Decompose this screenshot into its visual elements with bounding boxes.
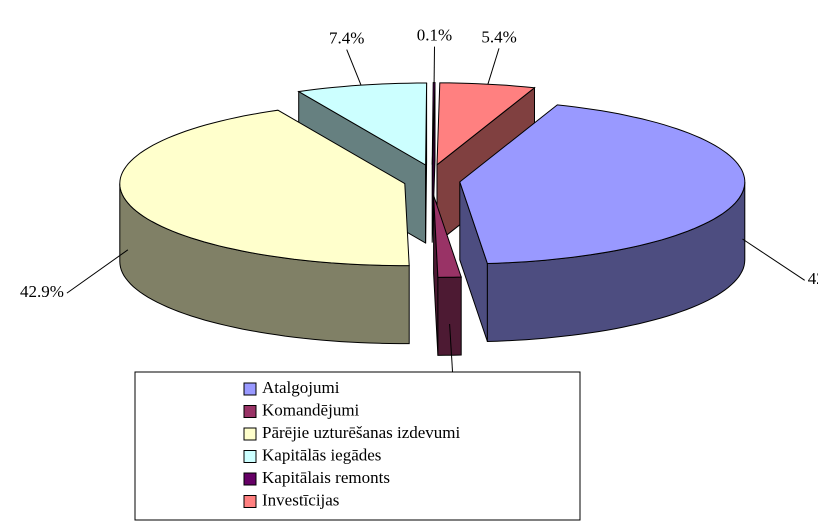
slice [119,109,410,345]
leader-line [742,238,805,281]
legend-label: Atalgojumi [262,378,340,397]
data-label: 0.1% [417,25,452,44]
leader-line [66,249,129,294]
data-label: 42.9% [20,282,64,301]
slice-top [433,195,462,278]
legend-label: Komandējumi [262,400,360,419]
legend-box [134,371,581,521]
leader-line [346,49,362,86]
pie [119,82,746,356]
legend-swatch [243,382,257,396]
legend-label: Kapitālais remonts [262,468,390,487]
slice [431,82,436,243]
legend-swatch [243,450,257,463]
slice [433,195,462,356]
legend-swatch [243,495,257,508]
legend: Atalgojumi Komandējumi Pārējie uzturēšanas… [243,378,461,509]
data-label: 7.4% [329,28,364,47]
legend-label: Kapitālās iegādes [262,445,381,464]
slice-top [119,109,410,267]
legend-label: Pārējie uzturēšanas izdevumi [262,423,461,442]
legend-label: Investīcijas [262,490,339,509]
slice-top [459,104,746,265]
data-label: 5.4% [481,27,516,46]
slice-outer-side [437,276,462,356]
data-label: 42.9% [808,269,818,288]
legend-swatch [243,427,257,441]
slice [459,104,746,343]
legend-swatch [243,472,257,486]
legend-swatch [243,405,257,418]
leader-line [487,48,500,85]
